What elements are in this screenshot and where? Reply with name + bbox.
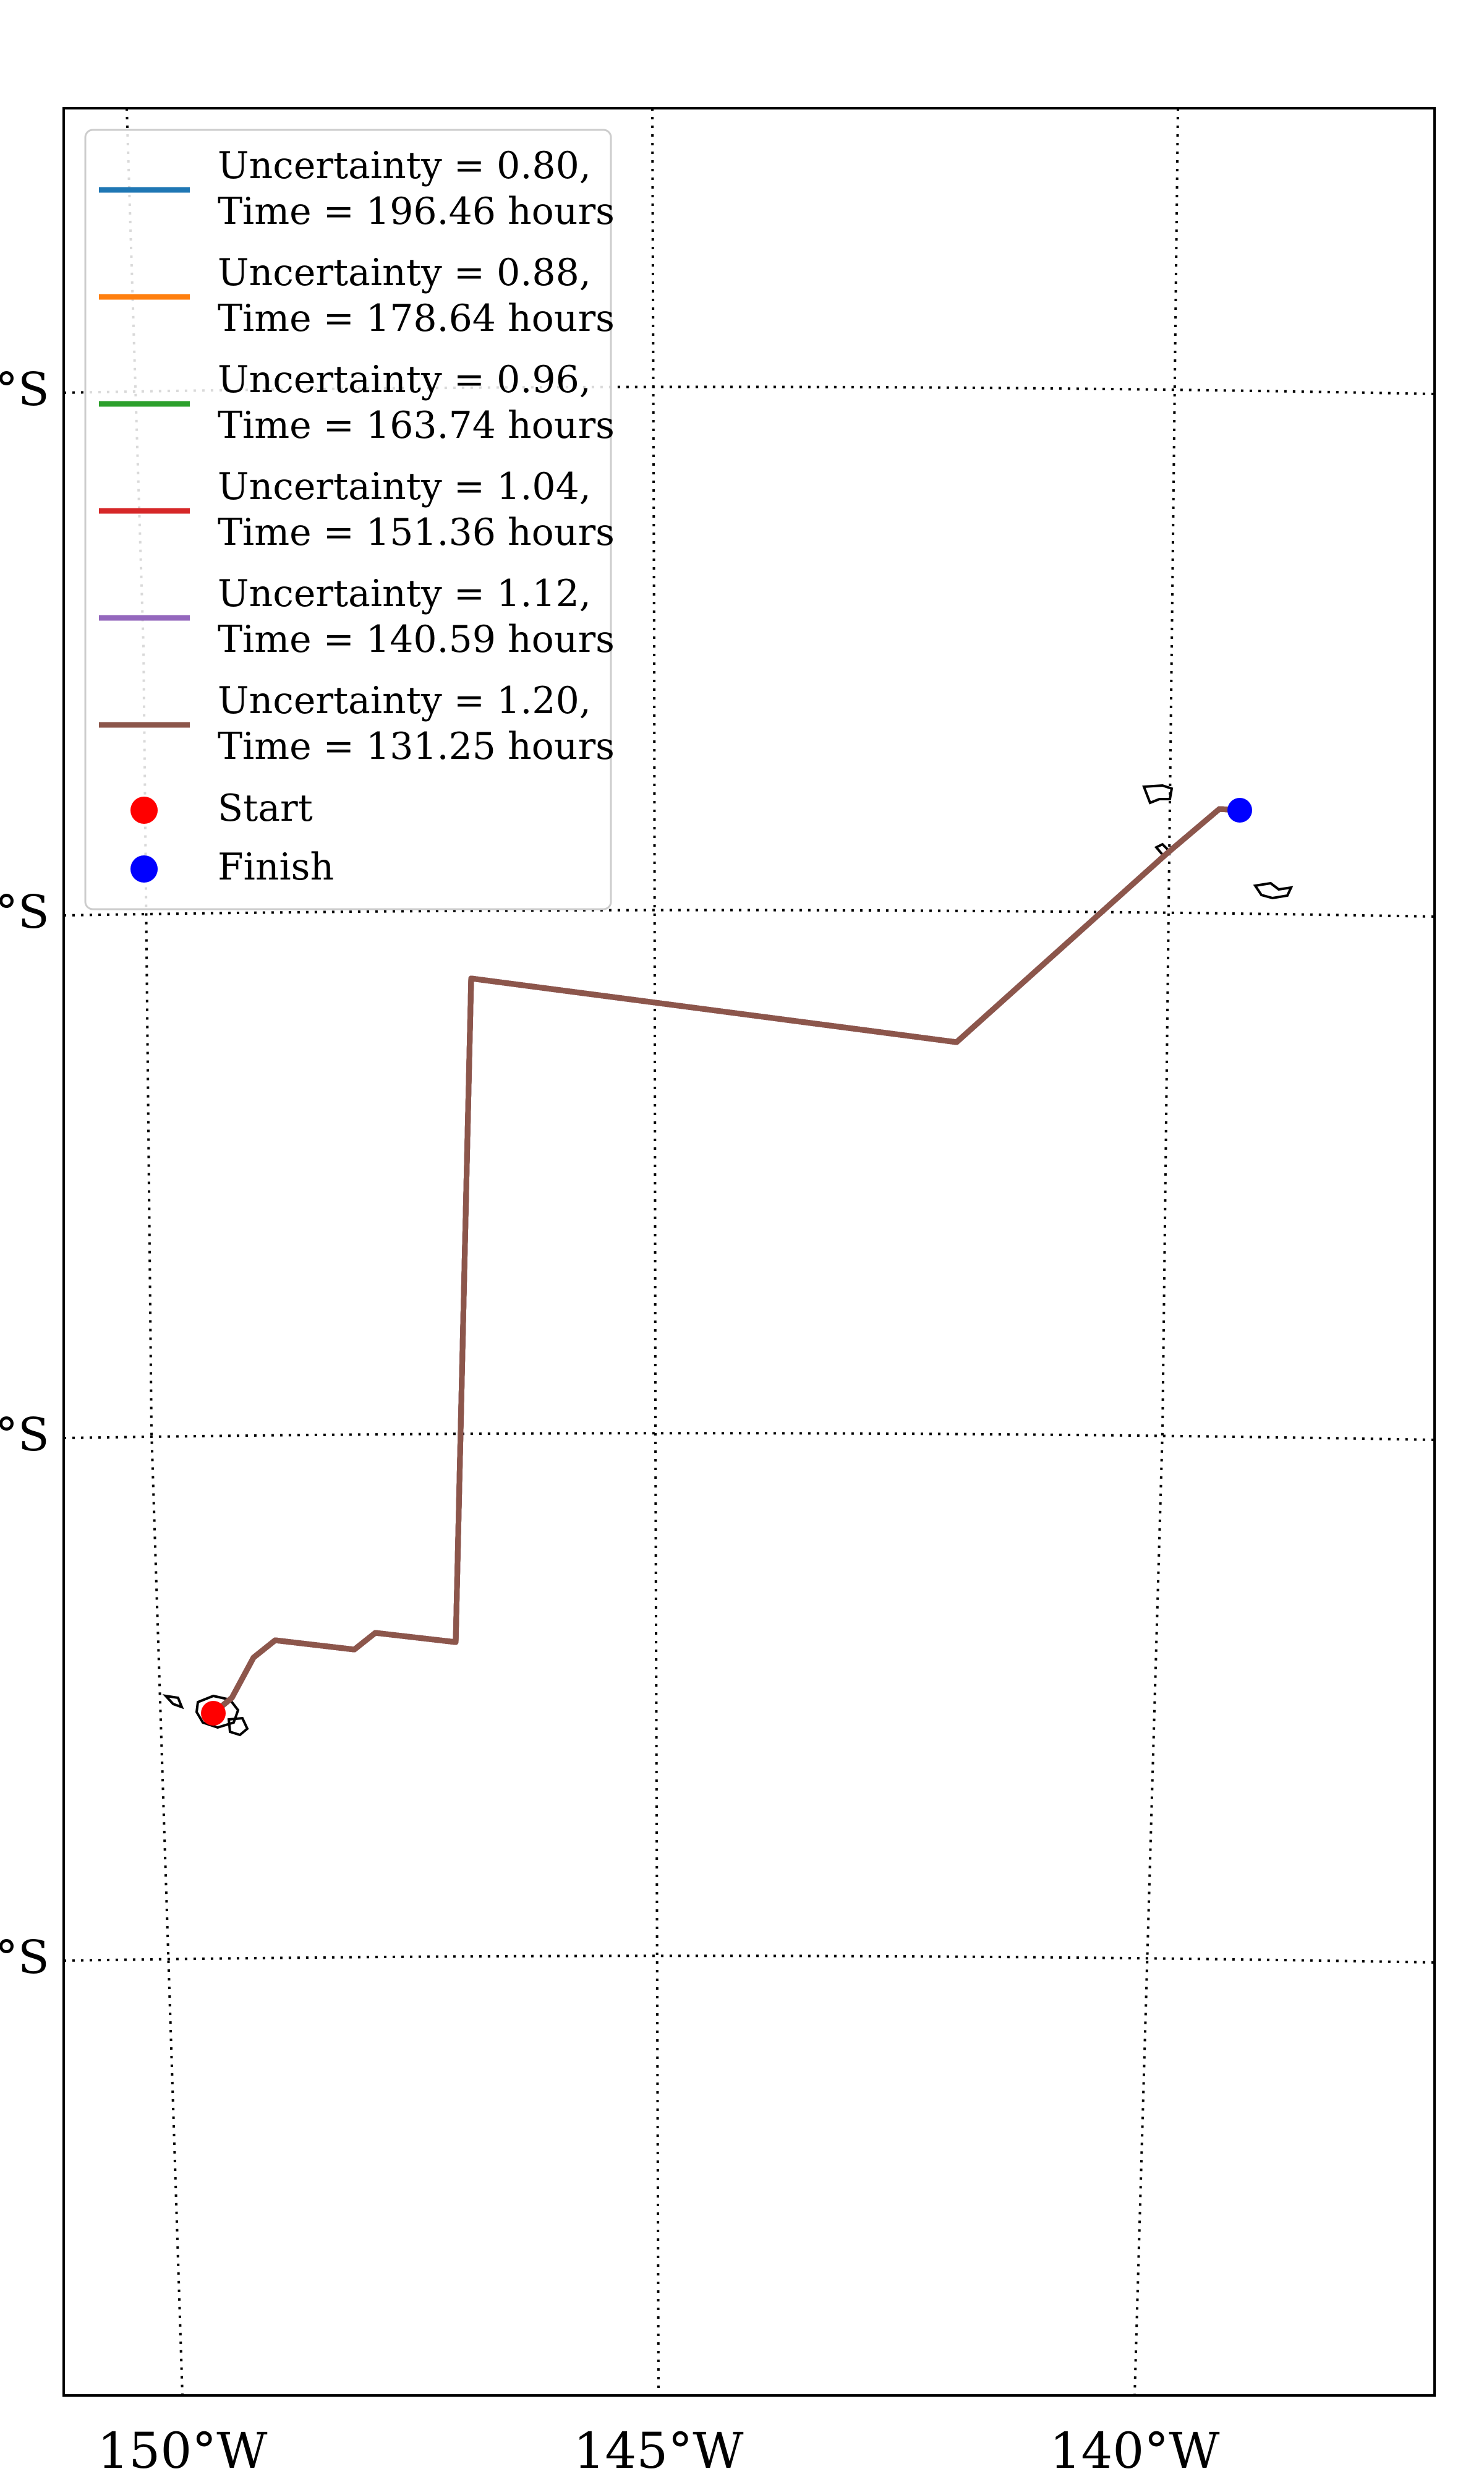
legend: Uncertainty = 0.80,Time = 196.46 hours Un… bbox=[84, 129, 615, 910]
legend-finish-label: Finish bbox=[218, 845, 334, 889]
lat-label-2: °S bbox=[0, 886, 49, 939]
lon-label-140w: 140°W bbox=[1050, 2422, 1220, 2474]
route-line-4 bbox=[211, 806, 1240, 1716]
legend-time-2: Time = 178.64 hours bbox=[218, 297, 615, 340]
axes-frame bbox=[62, 107, 1436, 2397]
island-east bbox=[1253, 881, 1294, 900]
island-tahiti bbox=[195, 1694, 240, 1729]
legend-time-4: Time = 151.36 hours bbox=[218, 511, 615, 554]
lon-label-145w: 145°W bbox=[574, 2422, 744, 2474]
island-tahiti-peninsula bbox=[227, 1716, 249, 1737]
legend-uncertainty-6: Uncertainty = 1.20, bbox=[218, 679, 591, 722]
route-line-5 bbox=[211, 806, 1240, 1716]
legend-uncertainty-2: Uncertainty = 0.88, bbox=[218, 251, 591, 294]
route-line-1 bbox=[211, 806, 1240, 1716]
lat-label-4: °S bbox=[0, 1931, 49, 1984]
legend-uncertainty-5: Uncertainty = 1.12, bbox=[218, 572, 591, 615]
route-line-3 bbox=[211, 806, 1240, 1716]
legend-uncertainty-3: Uncertainty = 0.96, bbox=[218, 358, 591, 401]
parallel-4 bbox=[63, 1954, 1435, 1964]
lon-label-150w: 150°W bbox=[98, 2422, 268, 2474]
legend-uncertainty-1: Uncertainty = 0.80, bbox=[218, 144, 591, 187]
legend-time-6: Time = 131.25 hours bbox=[218, 725, 615, 768]
legend-start-marker bbox=[130, 797, 158, 824]
legend-entries: Uncertainty = 0.80,Time = 196.46 hours Un… bbox=[99, 144, 615, 768]
legend-box bbox=[84, 129, 612, 910]
island-north-1 bbox=[1142, 784, 1174, 805]
lat-label-1: °S bbox=[0, 363, 49, 416]
route-line-6 bbox=[211, 806, 1240, 1716]
legend-finish-marker bbox=[130, 855, 158, 883]
legend-time-5: Time = 140.59 hours bbox=[218, 618, 615, 661]
finish-marker bbox=[1227, 798, 1252, 823]
coastlines bbox=[162, 784, 1294, 1737]
parallel-3 bbox=[63, 1432, 1435, 1441]
legend-time-3: Time = 163.74 hours bbox=[218, 404, 615, 447]
island-moorea bbox=[162, 1694, 184, 1710]
legend-uncertainty-4: Uncertainty = 1.04, bbox=[218, 465, 591, 508]
parallel-2 bbox=[63, 909, 1435, 918]
meridian-140w bbox=[1133, 108, 1179, 2396]
route-line-2 bbox=[211, 806, 1240, 1716]
meridian-145w bbox=[651, 108, 660, 2396]
legend-start-label: Start bbox=[218, 787, 313, 830]
route-layer bbox=[211, 806, 1240, 1716]
lat-label-3: °S bbox=[0, 1408, 49, 1462]
legend-time-1: Time = 196.46 hours bbox=[218, 190, 615, 233]
start-marker bbox=[201, 1701, 226, 1726]
